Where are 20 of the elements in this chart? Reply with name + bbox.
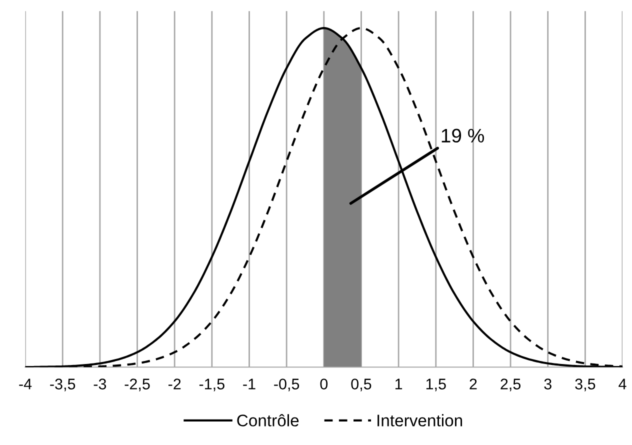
legend-label: Intervention (378, 414, 462, 426)
x-tick-label: 0 (320, 378, 328, 390)
x-tick-label: -0,5 (274, 378, 300, 392)
x-tick-label: -2 (168, 378, 181, 390)
x-tick-label: -3,5 (50, 378, 76, 392)
x-tick-label: -2,5 (124, 378, 150, 392)
x-tick-label: 2,5 (500, 378, 521, 392)
x-tick-label: 3 (544, 378, 552, 390)
x-tick-label: 1,5 (426, 378, 446, 392)
x-tick-label: -1 (243, 378, 256, 390)
legend-label: Contrôle (237, 414, 299, 426)
x-tick-label: -4 (19, 378, 32, 390)
x-tick-label: -1,5 (199, 378, 224, 392)
x-tick-label: 4 (618, 378, 626, 390)
x-tick-label: -3 (94, 378, 106, 390)
annotation: 19 % (442, 128, 484, 143)
x-tick-label: 1 (395, 378, 402, 390)
x-tick-label: 3,5 (575, 378, 596, 392)
x-tick-label: 0,5 (351, 378, 372, 392)
x-tick-label: 2 (470, 378, 477, 390)
